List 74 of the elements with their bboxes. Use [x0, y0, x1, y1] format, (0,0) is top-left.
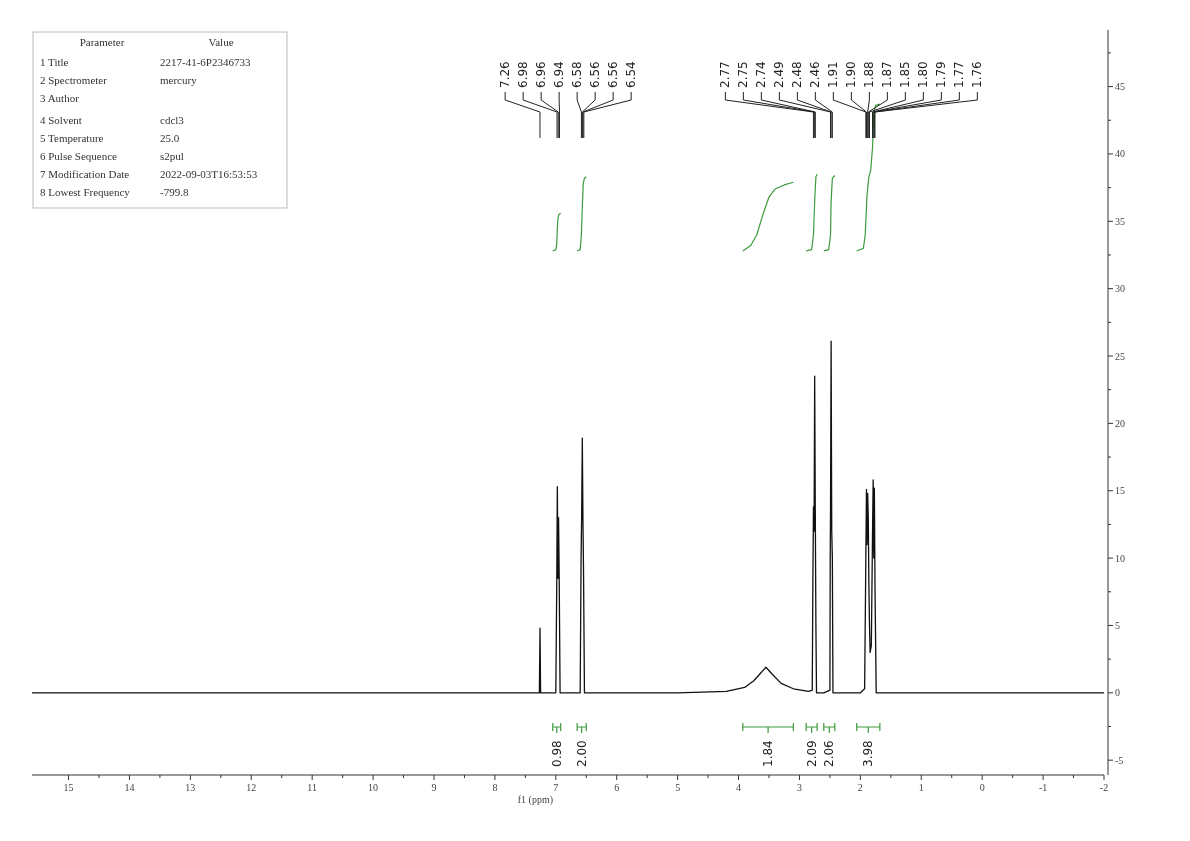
annotation: 6.54 [624, 61, 639, 88]
annotation: 6.96 [534, 61, 549, 88]
line-series [31, 340, 1105, 694]
annotation: 2.46 [808, 61, 823, 88]
annotation: 1.76 [970, 61, 985, 88]
x-tick-label: 11 [307, 782, 317, 793]
x-tick-label: 4 [736, 782, 742, 793]
annotation: 1.80 [916, 61, 931, 88]
text: 2 Spectrometer mercury [40, 74, 197, 86]
annotation: 2.77 [718, 61, 733, 88]
text: Parameter Value [79, 36, 234, 48]
x-tick-label: 6 [614, 782, 620, 793]
text: 6 Pulse Sequence s2pul [40, 150, 184, 162]
x-tick-label: 0 [979, 782, 985, 793]
y-tick-label: 25 [1115, 350, 1125, 362]
line-series [823, 174, 836, 252]
annotation: 6.56 [606, 61, 621, 88]
line-series [805, 173, 818, 252]
annotation: 6.56 [588, 61, 603, 88]
annotation: 7.26 [498, 61, 513, 88]
annotation: 2.75 [736, 61, 751, 88]
y-tick-label: 5 [1115, 619, 1120, 631]
annotation: 1.85 [898, 61, 913, 88]
x-tick-label: 1 [918, 782, 924, 793]
annotation: 3 Author [40, 92, 80, 104]
y-tick-label: 35 [1115, 215, 1125, 227]
annotation: 2.00 [574, 740, 589, 767]
line-series [552, 212, 562, 252]
annotation: 1.84 [761, 740, 776, 767]
y-tick-label: 40 [1115, 148, 1125, 160]
text: 4 Solvent cdcl3 [40, 114, 184, 126]
text: 7 Modification Date 2022-09-03T16:53:53 [40, 168, 258, 180]
annotation: 6.94 [552, 61, 567, 88]
annotation: 1.79 [934, 61, 949, 88]
y-tick-label: 30 [1115, 283, 1125, 295]
x-tick-label: 13 [185, 782, 196, 793]
annotation: 3.98 [861, 740, 876, 767]
line-series [576, 176, 587, 252]
annotation: 2.09 [804, 740, 819, 767]
annotation: 2.06 [822, 740, 837, 767]
x-tick-label: 2 [857, 782, 863, 793]
y-tick-label: 45 [1115, 81, 1125, 93]
y-tick-label: 0 [1115, 687, 1120, 699]
x-tick-label: 8 [492, 782, 498, 793]
x-tick-label: 3 [796, 782, 802, 793]
x-tick-label: 5 [675, 782, 681, 793]
x-tick-label: 14 [124, 782, 135, 793]
text: 8 Lowest Frequency -799.8 [40, 186, 189, 198]
annotation: 2.74 [754, 61, 769, 88]
y-tick-label: 20 [1115, 417, 1125, 429]
x-tick-label: 7 [553, 782, 559, 793]
text: 1 Title 2217-41-6P2346733 [40, 56, 251, 68]
y-tick-label: -5 [1115, 754, 1124, 766]
annotation: 1.88 [862, 61, 877, 88]
annotation: 2.48 [790, 61, 805, 88]
x-tick-label: 10 [368, 782, 379, 793]
x-axis-title: f1 (ppm) [517, 794, 553, 806]
text: 5 Temperature 25.0 [40, 132, 180, 144]
annotation: 1.90 [844, 61, 859, 88]
annotation: 1.91 [826, 61, 841, 88]
x-tick-label: -2 [1099, 782, 1109, 793]
y-tick-label: 15 [1115, 485, 1125, 497]
annotation: 6.98 [516, 61, 531, 88]
x-tick-label: 9 [431, 782, 437, 793]
annotation: 1.77 [952, 61, 967, 88]
annotation: 2.49 [772, 61, 787, 88]
x-tick-label: -1 [1038, 782, 1048, 793]
x-tick-label: 15 [63, 782, 74, 793]
y-tick-label: 10 [1115, 552, 1125, 564]
line-series [742, 181, 794, 252]
x-tick-label: 12 [246, 782, 257, 793]
annotation: 6.58 [570, 61, 585, 88]
annotation: 1.87 [880, 61, 895, 88]
annotation: 0.98 [549, 740, 564, 767]
